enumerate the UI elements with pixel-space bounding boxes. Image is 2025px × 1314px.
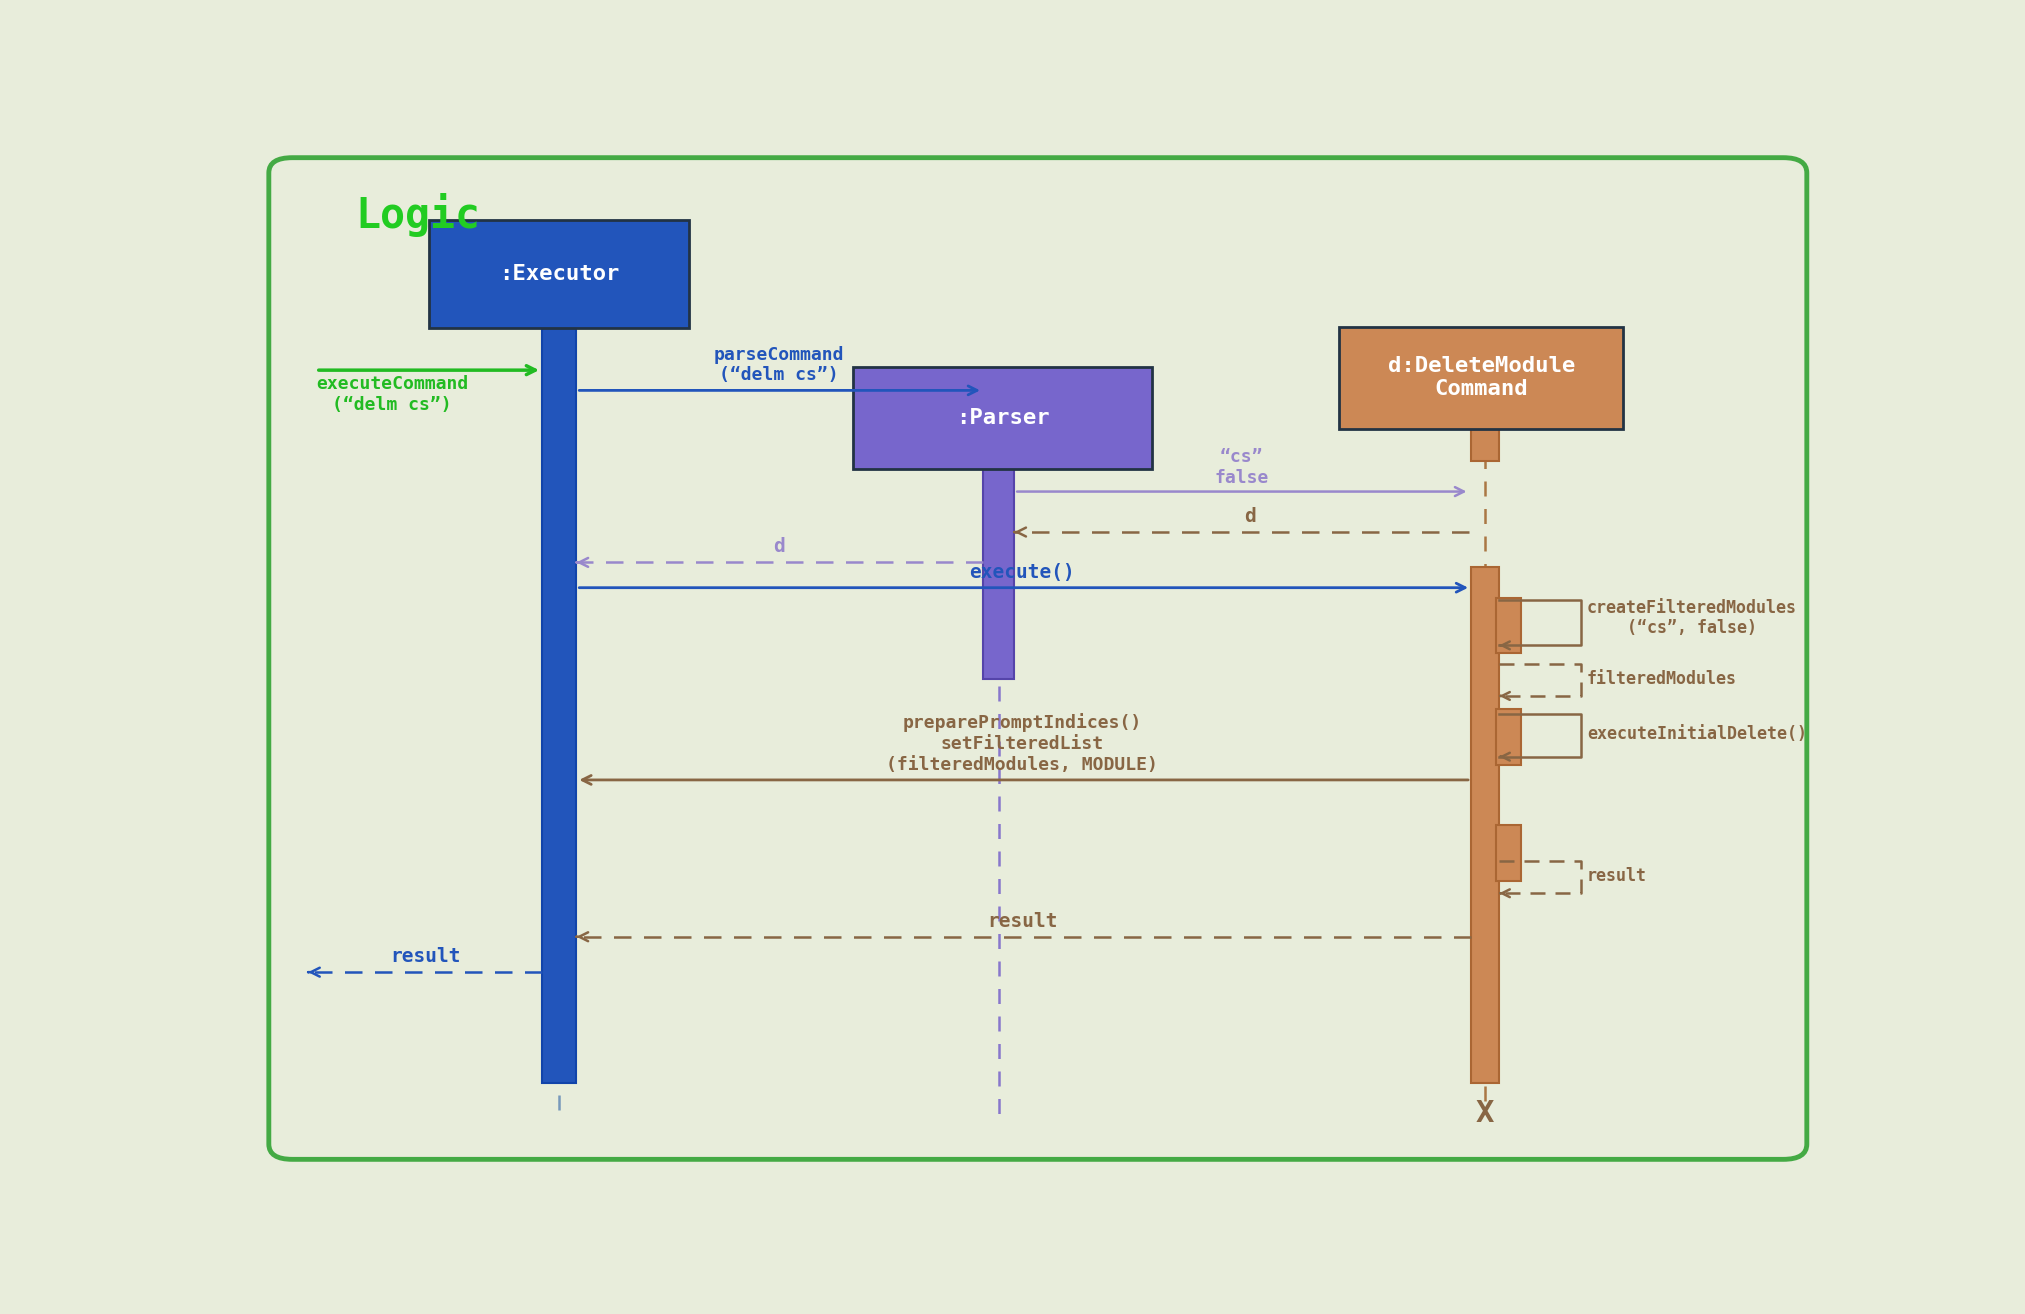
Text: :Executor: :Executor (498, 264, 620, 284)
Text: createFilteredModules
(“cs”, false): createFilteredModules (“cs”, false) (1588, 599, 1796, 637)
Text: X: X (1476, 1100, 1494, 1129)
Bar (1496, 710, 1521, 765)
Text: execute(): execute() (970, 562, 1075, 582)
Text: d:DeleteModule
Command: d:DeleteModule Command (1387, 356, 1575, 399)
FancyBboxPatch shape (853, 367, 1152, 469)
Text: parseCommand
(“delm cs”): parseCommand (“delm cs”) (713, 346, 844, 384)
Bar (543, 325, 577, 1084)
Text: d: d (1243, 507, 1256, 526)
Text: result: result (391, 947, 462, 966)
FancyBboxPatch shape (269, 158, 1806, 1159)
FancyBboxPatch shape (1339, 327, 1624, 428)
Text: result: result (986, 912, 1057, 930)
Text: “cs”
false: “cs” false (1215, 448, 1270, 486)
FancyBboxPatch shape (429, 221, 688, 327)
Text: executeInitialDelete(): executeInitialDelete() (1588, 725, 1806, 744)
Bar (1470, 426, 1498, 461)
Text: filteredModules: filteredModules (1588, 670, 1737, 687)
Bar (982, 466, 1015, 679)
Text: preparePromptIndices()
setFilteredList
(filteredModules, MODULE): preparePromptIndices() setFilteredList (… (887, 714, 1158, 774)
Text: executeCommand
(“delm cs”): executeCommand (“delm cs”) (316, 376, 468, 414)
Text: result: result (1588, 867, 1646, 886)
Text: :Parser: :Parser (956, 409, 1049, 428)
Bar (1496, 825, 1521, 882)
Bar (1496, 598, 1521, 653)
Text: d: d (774, 537, 786, 556)
Text: Logic: Logic (354, 193, 480, 237)
Bar (1470, 568, 1498, 1084)
